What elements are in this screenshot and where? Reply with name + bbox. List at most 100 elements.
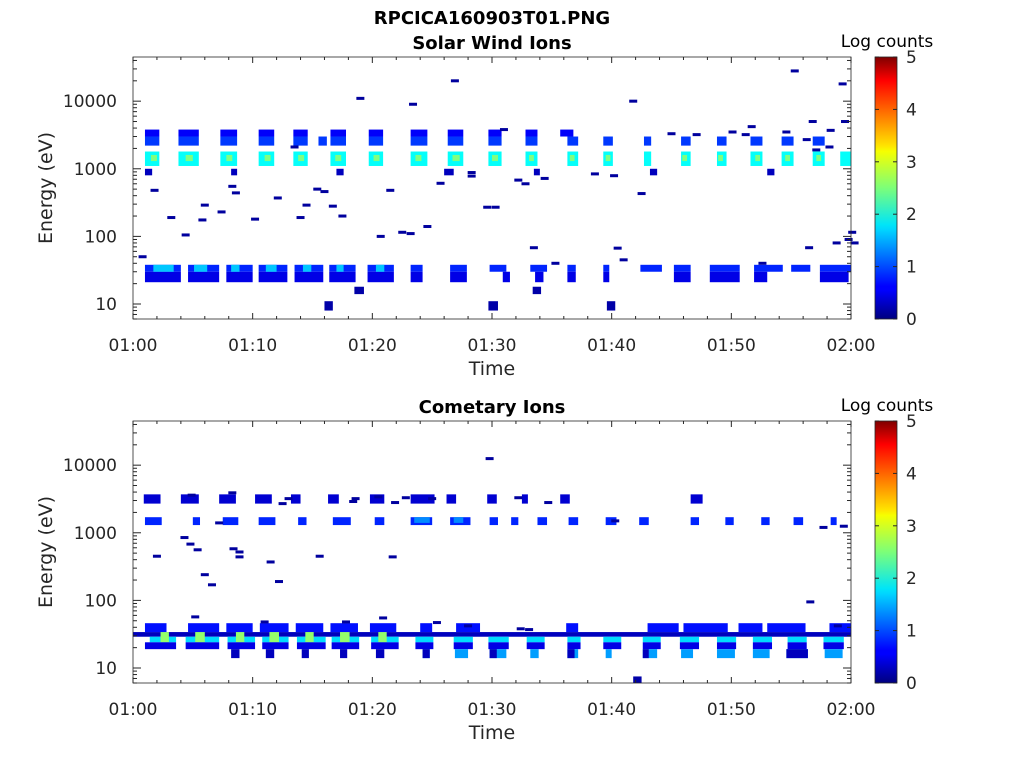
heatmap-cell <box>410 129 428 137</box>
heatmap-cell <box>812 136 825 146</box>
heatmap-cell <box>787 642 807 650</box>
heatmap-speck <box>315 554 324 558</box>
heatmap-speck <box>467 174 476 178</box>
heatmap-cell <box>185 154 193 162</box>
heatmap-cell <box>679 636 700 643</box>
heatmap-cell <box>567 271 576 283</box>
colorbar-tick-label: 1 <box>906 622 917 642</box>
heatmap-cell <box>329 271 356 283</box>
heatmap-cell <box>195 632 205 643</box>
heatmap-speck <box>386 188 395 192</box>
heatmap-speck <box>284 497 293 501</box>
heatmap-speck <box>320 190 329 194</box>
heatmap-cell <box>673 271 691 283</box>
x-tick-label: 01:20 <box>348 336 397 356</box>
heatmap-cell <box>296 642 326 650</box>
heatmap-cell <box>219 494 236 504</box>
heatmap-cell <box>716 136 727 146</box>
heatmap-speck <box>728 130 737 134</box>
heatmap-cell <box>420 623 433 633</box>
heatmap-cell <box>738 623 763 633</box>
heatmap-cell <box>569 154 575 162</box>
heatmap-cell <box>819 271 849 283</box>
heatmap-cell <box>489 649 497 659</box>
x-tick-label: 01:50 <box>707 336 756 356</box>
heatmap-cell <box>488 136 502 146</box>
heatmap-speck <box>464 624 473 628</box>
heatmap-cell <box>568 517 579 526</box>
heatmap-speck <box>806 600 815 604</box>
heatmap-cell <box>178 129 199 137</box>
heatmap-cell <box>332 517 351 526</box>
heatmap-cell <box>525 129 538 137</box>
heatmap-speck <box>826 128 835 132</box>
heatmap-cell <box>258 136 275 146</box>
heatmap-cell <box>336 264 344 272</box>
heatmap-cell <box>415 636 434 643</box>
heatmap-speck <box>302 203 311 207</box>
heatmap-speck <box>290 145 299 149</box>
heatmap-cell <box>681 649 694 659</box>
heatmap-cell <box>144 129 160 137</box>
heatmap-cell <box>823 636 844 643</box>
heatmap-cell <box>487 494 497 504</box>
heatmap-cell <box>603 271 610 283</box>
heatmap-speck <box>790 69 799 73</box>
heatmap-cell <box>144 642 177 650</box>
heatmap-cell <box>371 642 399 650</box>
heatmap-speck <box>551 261 560 265</box>
heatmap-cell <box>226 154 233 162</box>
heatmap-speck <box>215 521 224 525</box>
y-tick-label: 1000 <box>74 160 117 180</box>
heatmap-cell <box>752 642 773 650</box>
heatmap-cell <box>605 517 617 526</box>
heatmap-speck <box>839 524 848 528</box>
heatmap-speck <box>187 493 196 497</box>
colorbar-tick-label: 3 <box>906 517 917 537</box>
heatmap-cell <box>368 136 384 146</box>
heatmap-cell <box>525 136 538 146</box>
heatmap-speck <box>805 246 814 250</box>
heatmap-speck <box>398 230 407 234</box>
heatmap-cell <box>530 649 539 659</box>
heatmap-speck <box>181 233 190 237</box>
heatmap-cell <box>603 636 622 643</box>
heatmap-cell <box>262 642 289 650</box>
heatmap-cell <box>144 623 167 633</box>
heatmap-cell <box>567 136 579 146</box>
heatmap-speck <box>229 547 238 551</box>
heatmap-speck <box>514 178 523 182</box>
heatmap-speck <box>379 616 388 620</box>
heatmap-cell <box>265 649 275 659</box>
heatmap-cell <box>453 642 473 650</box>
heatmap-cells <box>138 69 859 311</box>
heatmap-speck <box>186 542 195 546</box>
heatmap-cell <box>375 649 385 659</box>
colorbar-label: Log counts <box>841 32 934 52</box>
heatmap-speck <box>802 138 811 142</box>
heatmap-cell <box>422 649 430 659</box>
heatmap-speck <box>374 495 383 499</box>
heatmap-cell <box>231 168 238 176</box>
heatmap-cell <box>690 517 700 526</box>
heatmap-cell <box>679 642 700 650</box>
heatmap-cell <box>375 264 385 272</box>
heatmap-speck <box>217 210 226 214</box>
heatmap-cell <box>150 154 157 162</box>
heatmap-speck <box>544 501 553 505</box>
heatmap-cell <box>226 623 253 633</box>
heatmap-speck <box>266 560 275 564</box>
heatmap-cell <box>354 286 364 295</box>
heatmap-speck <box>328 204 337 208</box>
heatmap-cell <box>265 264 277 272</box>
heatmap-cell <box>330 129 347 137</box>
heatmap-cell <box>537 517 548 526</box>
heatmap-speck <box>848 230 857 234</box>
heatmap-cell <box>754 271 768 283</box>
heatmap-cell <box>642 649 649 659</box>
heatmap-cell <box>180 494 199 504</box>
heatmap-speck <box>428 497 437 501</box>
heatmap-cell <box>716 642 737 650</box>
heatmap-cell <box>373 154 380 162</box>
